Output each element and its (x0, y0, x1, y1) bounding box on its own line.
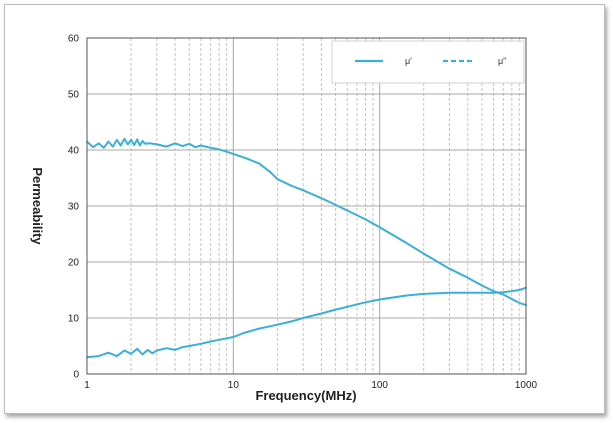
y-tick-label: 0 (73, 370, 79, 381)
x-tick-label: 1000 (515, 380, 538, 391)
permeability-chart: 1 10 100 1000 0 10 20 30 40 50 60 μ' μ" Frequency(… (30, 34, 538, 404)
x-axis-title: Frequency(MHz) (255, 388, 356, 403)
y-tick-label: 10 (68, 314, 80, 325)
x-tick-label: 1 (84, 380, 90, 391)
plot-border (86, 37, 527, 375)
y-tick-label: 50 (68, 90, 80, 101)
x-tick-label: 100 (371, 380, 388, 391)
series-line-mu-double-prime (86, 286, 527, 359)
y-tick-label: 30 (68, 202, 80, 213)
tick-labels: 1 10 100 1000 0 10 20 30 40 50 60 (68, 34, 538, 392)
series-lines (86, 137, 527, 359)
y-tick-label: 20 (68, 258, 80, 269)
y-tick-label: 40 (68, 146, 80, 157)
chart-frame: 1 10 100 1000 0 10 20 30 40 50 60 μ' μ" Frequency(… (4, 4, 605, 414)
legend-label-mu-prime: μ' (405, 56, 412, 66)
y-tick-label: 60 (68, 34, 80, 45)
series-line-mu-prime (86, 137, 527, 307)
legend-label-mu-double-prime: μ" (498, 56, 506, 66)
y-axis-title: Permeability (30, 167, 45, 245)
x-tick-label: 10 (228, 380, 240, 391)
legend: μ' μ" (331, 40, 525, 84)
